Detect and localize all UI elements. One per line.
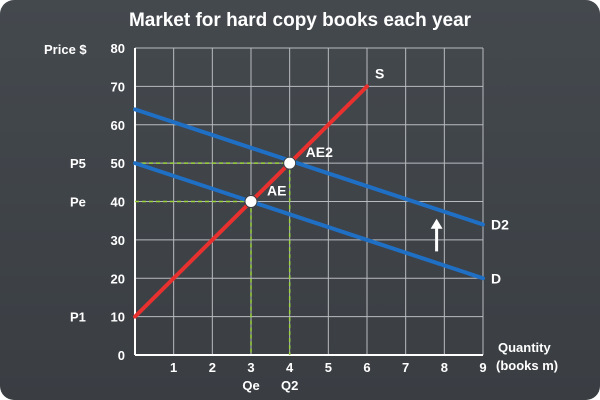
y-tick-label: 10 [111, 310, 125, 325]
y-tick-label: 30 [111, 233, 125, 248]
equilibrium-point [283, 156, 297, 170]
series-line-d [133, 161, 485, 281]
quantity-label: Qe [242, 378, 259, 393]
x-tick-label: 6 [363, 360, 370, 375]
x-tick-label: 8 [441, 360, 448, 375]
shift-arrow-head [430, 218, 443, 229]
x-tick-label: 2 [209, 360, 216, 375]
series-line-d2 [133, 107, 485, 227]
x-tick-label: 4 [286, 360, 294, 375]
y-tick-label: 50 [111, 156, 125, 171]
quantity-label: Q2 [281, 378, 298, 393]
x-tick-label: 9 [479, 360, 486, 375]
y-tick-label: 20 [111, 271, 125, 286]
equilibrium-label: AE [267, 183, 286, 199]
y-tick-label: 0 [118, 348, 125, 363]
series-label-d2: D2 [491, 217, 509, 233]
series-label-d: D [491, 270, 501, 286]
y-tick-label: 70 [111, 79, 125, 94]
x-tick-label: 3 [247, 360, 254, 375]
y-tick-label: 80 [111, 41, 125, 56]
price-label: P1 [70, 310, 86, 325]
chart-title: Market for hard copy books each year [128, 10, 472, 31]
y-tick-label: 60 [111, 118, 125, 133]
equilibrium-label: AE2 [306, 144, 333, 160]
x-axis-title-line: Quantity [498, 340, 551, 355]
price-label: P5 [70, 156, 86, 171]
series-label-s: S [375, 65, 384, 81]
equilibrium-point [244, 195, 258, 208]
y-tick-label: 40 [111, 195, 125, 210]
y-axis-title: Price $ [44, 42, 87, 57]
x-tick-label: 7 [402, 360, 409, 375]
x-tick-label: 5 [325, 360, 332, 375]
x-axis-title-line: (books m) [496, 358, 558, 373]
x-tick-label: 1 [170, 360, 177, 375]
price-label: Pe [70, 195, 86, 210]
